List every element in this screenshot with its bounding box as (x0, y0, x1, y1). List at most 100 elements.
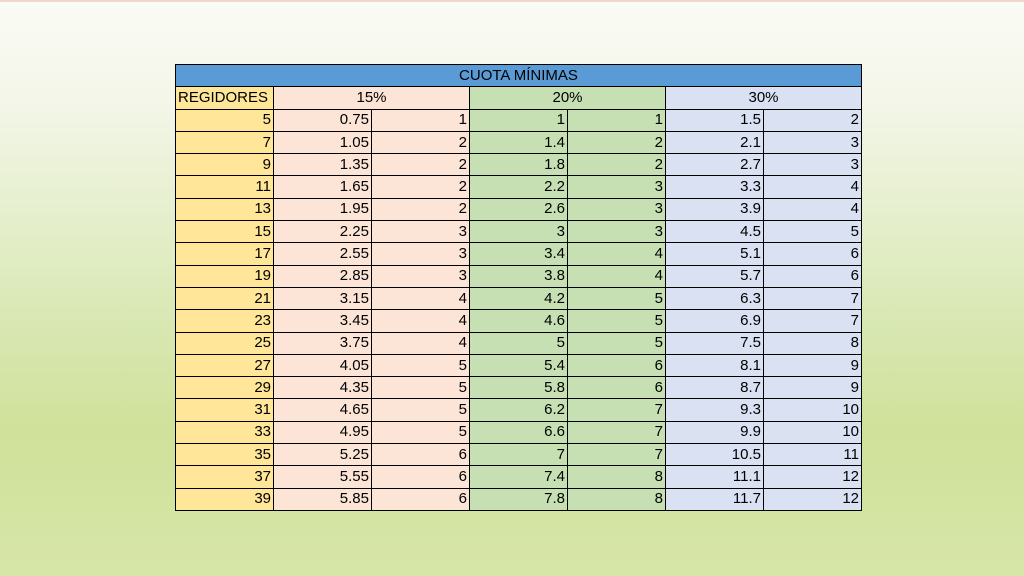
regidores-cell: 9 (175, 153, 274, 177)
pct30-value-cell: 8.1 (665, 353, 764, 378)
pct20-value-cell: 5.8 (469, 376, 568, 400)
pct15-rounded-cell: 5 (371, 420, 470, 445)
regidores-cell: 19 (175, 264, 274, 288)
pct15-rounded-cell: 1 (371, 108, 470, 132)
pct15-value-cell: 4.65 (273, 398, 372, 422)
pct15-value-cell: 3.15 (273, 286, 372, 311)
pct20-rounded-cell: 3 (567, 175, 666, 199)
regidores-cell: 17 (175, 242, 274, 266)
pct30-rounded-cell: 10 (763, 398, 862, 422)
pct15-value-cell: 4.05 (273, 353, 372, 378)
table-row: 25 3.75 4 5 5 7.5 8 (175, 331, 862, 355)
pct20-value-cell: 1 (469, 108, 568, 132)
pct20-value-cell: 3.8 (469, 264, 568, 288)
pct15-rounded-cell: 4 (371, 286, 470, 311)
regidores-cell: 11 (175, 175, 274, 199)
header-15-percent: 15% (273, 86, 470, 110)
pct30-value-cell: 1.5 (665, 108, 764, 132)
regidores-cell: 23 (175, 309, 274, 333)
pct20-rounded-cell: 3 (567, 197, 666, 222)
pct20-rounded-cell: 4 (567, 242, 666, 266)
pct20-value-cell: 6.2 (469, 398, 568, 422)
pct15-rounded-cell: 6 (371, 487, 470, 511)
regidores-cell: 7 (175, 130, 274, 155)
pct20-rounded-cell: 5 (567, 331, 666, 355)
pct30-rounded-cell: 12 (763, 487, 862, 511)
pct30-rounded-cell: 7 (763, 309, 862, 333)
pct30-value-cell: 5.7 (665, 264, 764, 288)
pct20-value-cell: 7.8 (469, 487, 568, 511)
title-row: CUOTA MÍNIMAS (175, 63, 862, 88)
pct15-value-cell: 1.95 (273, 197, 372, 222)
pct15-value-cell: 3.45 (273, 309, 372, 333)
pct15-rounded-cell: 6 (371, 465, 470, 489)
pct15-rounded-cell: 5 (371, 376, 470, 400)
pct30-value-cell: 11.1 (665, 465, 764, 489)
regidores-cell: 15 (175, 220, 274, 244)
pct20-rounded-cell: 8 (567, 465, 666, 489)
pct30-rounded-cell: 2 (763, 108, 862, 132)
table-row: 13 1.95 2 2.6 3 3.9 4 (175, 197, 862, 222)
pct30-rounded-cell: 9 (763, 353, 862, 378)
pct15-rounded-cell: 4 (371, 331, 470, 355)
pct15-rounded-cell: 3 (371, 242, 470, 266)
header-20-percent: 20% (469, 86, 666, 110)
pct30-value-cell: 3.3 (665, 175, 764, 199)
pct30-rounded-cell: 9 (763, 376, 862, 400)
table-row: 23 3.45 4 4.6 5 6.9 7 (175, 309, 862, 333)
table-row: 35 5.25 6 7 7 10.5 11 (175, 443, 862, 467)
pct20-rounded-cell: 7 (567, 443, 666, 467)
pct20-value-cell: 2.2 (469, 175, 568, 199)
pct30-rounded-cell: 10 (763, 420, 862, 445)
pct30-rounded-cell: 11 (763, 443, 862, 467)
pct20-value-cell: 4.6 (469, 309, 568, 333)
regidores-cell: 37 (175, 465, 274, 489)
pct30-value-cell: 11.7 (665, 487, 764, 511)
pct20-rounded-cell: 2 (567, 130, 666, 155)
slide-top-rule (0, 0, 1024, 2)
pct20-value-cell: 1.8 (469, 153, 568, 177)
pct15-value-cell: 2.85 (273, 264, 372, 288)
pct30-rounded-cell: 12 (763, 465, 862, 489)
pct15-value-cell: 2.25 (273, 220, 372, 244)
pct20-value-cell: 7.4 (469, 465, 568, 489)
table-row: 9 1.35 2 1.8 2 2.7 3 (175, 153, 862, 177)
pct30-value-cell: 8.7 (665, 376, 764, 400)
pct20-rounded-cell: 7 (567, 420, 666, 445)
table-row: 33 4.95 5 6.6 7 9.9 10 (175, 420, 862, 445)
table-row: 15 2.25 3 3 3 4.5 5 (175, 220, 862, 244)
pct15-value-cell: 0.75 (273, 108, 372, 132)
pct20-value-cell: 3 (469, 220, 568, 244)
pct15-rounded-cell: 6 (371, 443, 470, 467)
pct15-rounded-cell: 2 (371, 153, 470, 177)
regidores-cell: 13 (175, 197, 274, 222)
pct20-rounded-cell: 5 (567, 286, 666, 311)
pct20-value-cell: 1.4 (469, 130, 568, 155)
pct20-value-cell: 6.6 (469, 420, 568, 445)
pct15-value-cell: 1.05 (273, 130, 372, 155)
pct15-value-cell: 5.85 (273, 487, 372, 511)
table-row: 5 0.75 1 1 1 1.5 2 (175, 108, 862, 132)
pct30-value-cell: 4.5 (665, 220, 764, 244)
regidores-cell: 29 (175, 376, 274, 400)
pct30-value-cell: 2.1 (665, 130, 764, 155)
pct20-rounded-cell: 6 (567, 376, 666, 400)
table-row: 7 1.05 2 1.4 2 2.1 3 (175, 130, 862, 155)
pct30-value-cell: 9.9 (665, 420, 764, 445)
pct20-rounded-cell: 7 (567, 398, 666, 422)
regidores-header: REGIDORES (175, 86, 274, 110)
pct15-rounded-cell: 3 (371, 264, 470, 288)
pct20-value-cell: 4.2 (469, 286, 568, 311)
table-title: CUOTA MÍNIMAS (175, 63, 862, 88)
pct30-rounded-cell: 5 (763, 220, 862, 244)
regidores-cell: 5 (175, 108, 274, 132)
regidores-cell: 25 (175, 331, 274, 355)
pct30-value-cell: 6.3 (665, 286, 764, 311)
pct15-value-cell: 1.35 (273, 153, 372, 177)
pct30-rounded-cell: 4 (763, 197, 862, 222)
pct30-value-cell: 2.7 (665, 153, 764, 177)
pct20-rounded-cell: 4 (567, 264, 666, 288)
pct15-value-cell: 4.35 (273, 376, 372, 400)
pct30-value-cell: 9.3 (665, 398, 764, 422)
table-row: 11 1.65 2 2.2 3 3.3 4 (175, 175, 862, 199)
